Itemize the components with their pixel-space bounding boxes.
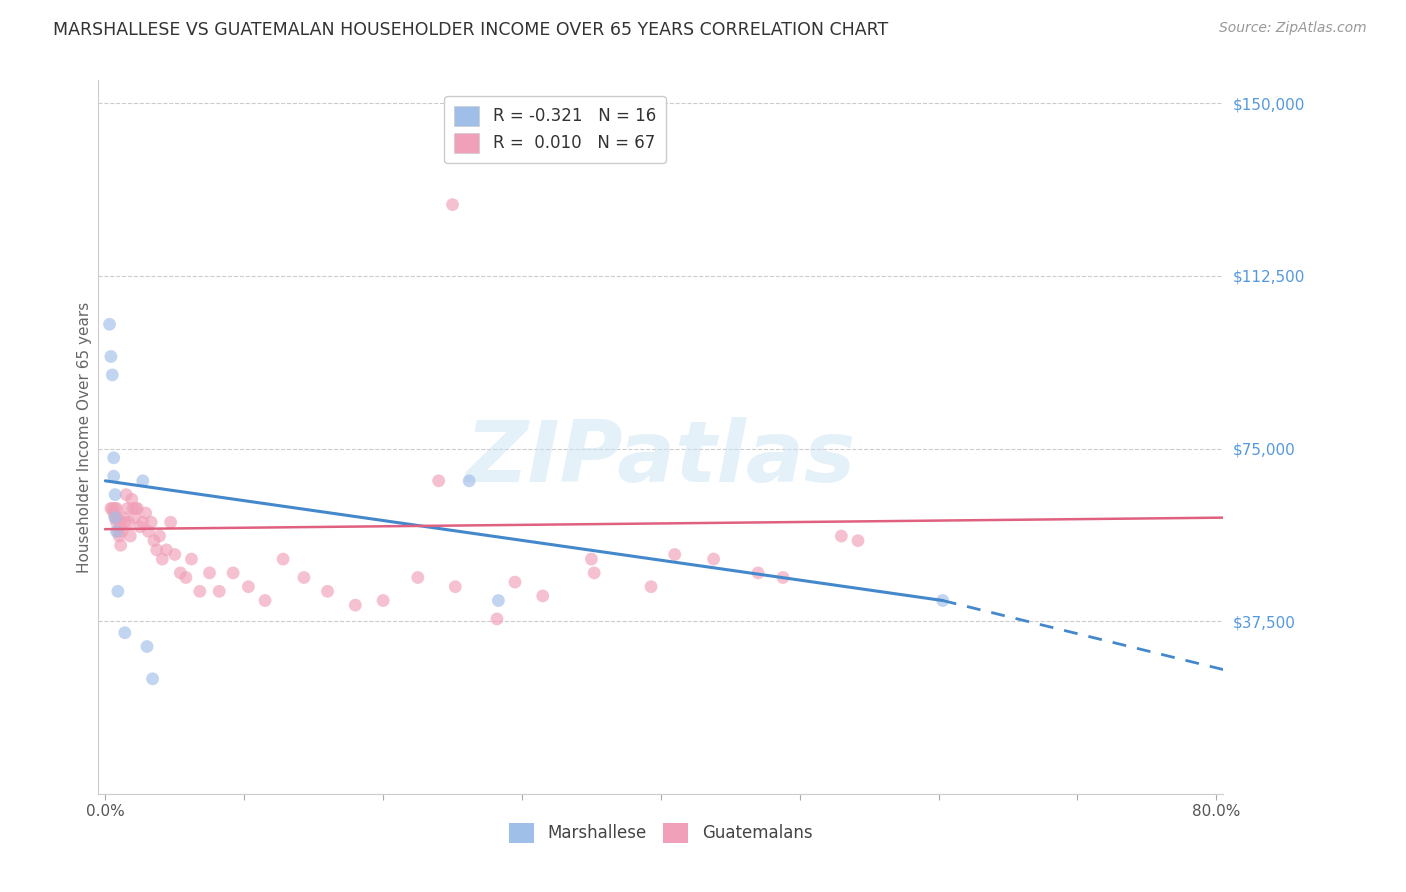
Point xyxy=(105,501,128,516)
Point xyxy=(145,542,167,557)
Point xyxy=(159,515,181,529)
Point xyxy=(458,474,481,488)
Point xyxy=(124,510,146,524)
Point xyxy=(150,552,173,566)
Point xyxy=(238,580,260,594)
Point xyxy=(531,589,554,603)
Point xyxy=(121,492,143,507)
Point xyxy=(271,552,294,566)
Point xyxy=(100,350,122,364)
Point xyxy=(115,488,138,502)
Point xyxy=(132,515,155,529)
Point xyxy=(664,548,686,562)
Point xyxy=(112,510,135,524)
Text: ZIPatlas: ZIPatlas xyxy=(465,417,856,500)
Point xyxy=(141,515,163,529)
Point xyxy=(105,524,128,539)
Point xyxy=(772,570,794,584)
Point xyxy=(583,566,606,580)
Point xyxy=(441,197,464,211)
Point xyxy=(292,570,315,584)
Point xyxy=(104,488,127,502)
Point xyxy=(254,593,277,607)
Text: Source: ZipAtlas.com: Source: ZipAtlas.com xyxy=(1219,21,1367,36)
Point xyxy=(103,506,125,520)
Point xyxy=(406,570,429,584)
Point xyxy=(108,529,131,543)
Point xyxy=(127,501,149,516)
Point xyxy=(485,612,508,626)
Point xyxy=(98,318,121,332)
Point xyxy=(122,501,145,516)
Point xyxy=(100,501,122,516)
Point xyxy=(163,548,186,562)
Point xyxy=(142,672,165,686)
Point xyxy=(138,524,160,539)
Point xyxy=(486,593,509,607)
Point xyxy=(198,566,221,580)
Point xyxy=(103,469,125,483)
Point xyxy=(120,529,142,543)
Point xyxy=(931,593,953,607)
Point xyxy=(148,529,170,543)
Point xyxy=(155,542,177,557)
Point xyxy=(114,515,136,529)
Point xyxy=(104,510,127,524)
Point xyxy=(830,529,852,543)
Point xyxy=(107,524,129,539)
Point xyxy=(107,584,129,599)
Text: MARSHALLESE VS GUATEMALAN HOUSEHOLDER INCOME OVER 65 YEARS CORRELATION CHART: MARSHALLESE VS GUATEMALAN HOUSEHOLDER IN… xyxy=(53,21,889,39)
Point xyxy=(640,580,662,594)
Point xyxy=(316,584,339,599)
Point xyxy=(129,520,152,534)
Point xyxy=(208,584,231,599)
Point xyxy=(110,538,132,552)
Legend: Marshallese, Guatemalans: Marshallese, Guatemalans xyxy=(502,816,820,850)
Point xyxy=(107,510,129,524)
Point xyxy=(114,625,136,640)
Point xyxy=(188,584,211,599)
Point xyxy=(180,552,202,566)
Point xyxy=(427,474,450,488)
Point xyxy=(143,533,166,548)
Point xyxy=(747,566,769,580)
Point xyxy=(105,515,128,529)
Point xyxy=(174,570,197,584)
Point xyxy=(111,524,134,539)
Y-axis label: Householder Income Over 65 years: Householder Income Over 65 years xyxy=(77,301,91,573)
Point xyxy=(444,580,467,594)
Point xyxy=(344,598,367,612)
Point xyxy=(101,368,124,382)
Point xyxy=(222,566,245,580)
Point xyxy=(104,510,127,524)
Point xyxy=(581,552,603,566)
Point xyxy=(110,520,132,534)
Point xyxy=(136,640,159,654)
Point xyxy=(503,575,526,590)
Point xyxy=(117,501,139,516)
Point xyxy=(703,552,725,566)
Point xyxy=(169,566,191,580)
Point xyxy=(125,501,148,516)
Point xyxy=(132,474,155,488)
Point xyxy=(104,501,127,516)
Point xyxy=(846,533,869,548)
Point xyxy=(118,515,141,529)
Point xyxy=(101,501,124,516)
Point xyxy=(103,450,125,465)
Point xyxy=(108,515,131,529)
Point xyxy=(371,593,394,607)
Point xyxy=(135,506,157,520)
